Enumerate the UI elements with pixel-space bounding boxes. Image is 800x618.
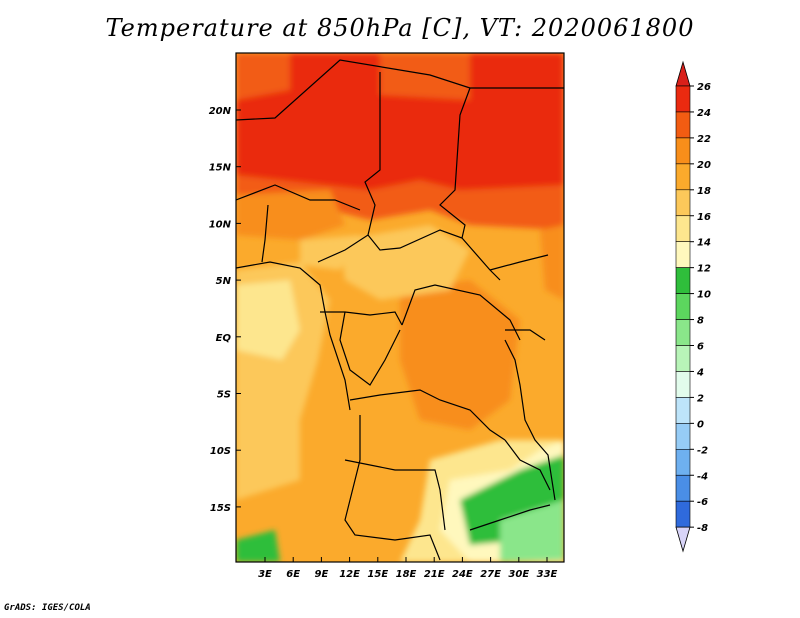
coastline [236, 261, 556, 501]
colorbar-label: 16 [697, 212, 711, 223]
map-title: Temperature at 850hPa [C], VT: 202006180… [105, 14, 695, 42]
lat-tick-label: 15N [209, 163, 232, 174]
lat-tick-label: 20N [209, 106, 232, 117]
lon-tick-label: 3E [258, 569, 272, 580]
colorbar-swatch [675, 293, 691, 320]
colorbar-swatch [675, 500, 691, 528]
lon-tick-label: 33E [537, 569, 558, 580]
colorbar-label: 12 [697, 264, 711, 275]
lon-tick-label: 12E [339, 569, 360, 580]
colorbar-swatch [675, 111, 691, 139]
colorbar-label: -6 [697, 497, 708, 508]
country-borders [236, 59, 564, 561]
colorbar-label: 6 [697, 342, 704, 353]
colorbar-swatch [675, 423, 691, 450]
colorbar-label: 14 [697, 238, 711, 249]
colorbar-swatch [675, 85, 691, 113]
colorbar-label: 26 [697, 82, 711, 93]
lon-tick-label: 15E [367, 569, 388, 580]
colorbar-label: 18 [697, 186, 711, 197]
lat-tick-label: 10N [209, 219, 232, 230]
lon-tick-label: 9E [315, 569, 329, 580]
lat-tick-label: 5S [217, 390, 231, 401]
colorbar-swatch [675, 163, 691, 191]
colorbar-swatch [675, 474, 691, 502]
lat-tick-label: 5N [216, 276, 232, 287]
colorbar-label: -8 [697, 523, 708, 534]
colorbar-swatch [675, 267, 691, 294]
colorbar-swatch [675, 448, 691, 476]
colorbar-bottom-arrow [675, 526, 691, 553]
colorbar-swatch [675, 371, 691, 398]
colorbar-label: 4 [696, 367, 704, 378]
colorbar-label: 8 [697, 316, 704, 327]
lon-tick-label: 18E [396, 569, 417, 580]
colorbar-swatch [675, 319, 691, 346]
colorbar-swatch [675, 189, 691, 217]
lon-tick-label: 21E [424, 569, 445, 580]
lon-tick-label: 24E [452, 569, 473, 580]
temperature-field [236, 53, 564, 562]
latitude-axis: 20N 15N 10N 5N EQ 5S 10S 15S [209, 106, 241, 514]
lon-tick-label: 6E [286, 569, 300, 580]
lat-tick-label: 10S [210, 446, 231, 457]
map-frame [235, 52, 565, 563]
colorbar-swatch [675, 215, 691, 243]
colorbar-label: 0 [697, 419, 704, 430]
colorbar-label: 20 [697, 160, 711, 171]
colorbar-swatch [675, 345, 691, 372]
lon-tick-label: 27E [480, 569, 501, 580]
lon-tick-label: 30E [508, 569, 529, 580]
colorbar-swatch [675, 397, 691, 424]
grads-credit: GrADS: IGES/COLA [4, 603, 91, 613]
colorbar-label: -2 [697, 445, 708, 456]
colorbar-swatch [675, 137, 691, 165]
lat-tick-label: EQ [216, 333, 232, 344]
colorbar-label: 24 [697, 108, 711, 119]
colorbar-label: 22 [697, 134, 711, 145]
colorbar-label: 10 [697, 290, 711, 301]
colorbar-label: 2 [697, 393, 704, 404]
lat-tick-label: 15S [210, 503, 231, 514]
colorbar-label: -4 [697, 471, 708, 482]
colorbar-swatch [675, 241, 691, 268]
longitude-axis: 3E 6E 9E 12E 15E 18E 21E 24E 27E 30E 33E [258, 557, 558, 580]
colorbar-top-arrow [675, 60, 691, 87]
